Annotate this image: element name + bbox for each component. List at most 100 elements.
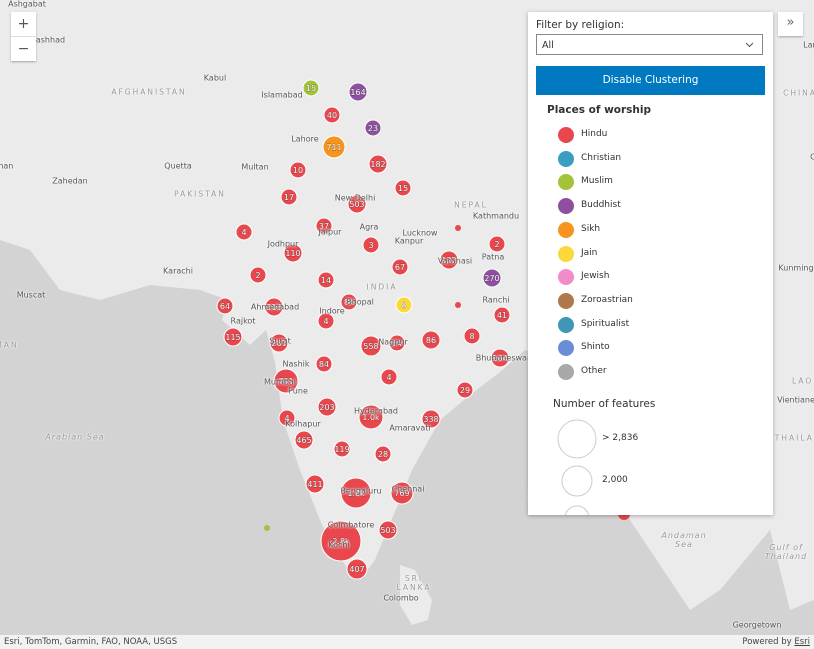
cluster-label: 84 bbox=[319, 360, 329, 369]
country-label: INDIA bbox=[366, 282, 398, 292]
cluster-label: 2 bbox=[255, 271, 260, 280]
cluster bbox=[305, 474, 325, 494]
cluster-label: 10 bbox=[293, 166, 303, 175]
legend-label: Spiritualist bbox=[581, 318, 630, 329]
cluster-label: 119 bbox=[334, 445, 349, 454]
cluster bbox=[320, 520, 362, 562]
city-label: Ranchi bbox=[482, 295, 510, 305]
cluster-label: 751 bbox=[278, 377, 293, 386]
esri-link[interactable]: Esri bbox=[794, 637, 810, 647]
city-label: Quetta bbox=[164, 161, 192, 171]
zoom-out[interactable]: − bbox=[11, 36, 36, 61]
cluster bbox=[340, 477, 372, 509]
myanmar-coast bbox=[773, 440, 814, 530]
sea bbox=[0, 240, 814, 649]
city-label: New Delhi bbox=[334, 193, 376, 203]
cluster bbox=[323, 106, 341, 124]
city-label: Vientiane bbox=[777, 395, 814, 405]
cluster bbox=[283, 243, 303, 263]
cluster-label: 338 bbox=[423, 415, 438, 424]
cluster-label: 14 bbox=[321, 276, 331, 285]
cluster-label: 261 bbox=[271, 339, 286, 348]
cluster bbox=[317, 397, 337, 417]
city-label: Kathmandu bbox=[472, 211, 520, 221]
city-label: Kunming bbox=[778, 263, 814, 273]
city-label: Jodhpur bbox=[267, 239, 299, 249]
legend-swatch bbox=[558, 174, 574, 191]
cluster bbox=[317, 271, 335, 289]
cluster bbox=[273, 368, 299, 394]
cluster bbox=[249, 266, 267, 284]
country-label: PAKISTAN bbox=[174, 189, 226, 199]
cluster bbox=[317, 312, 335, 330]
cluster-label: 769 bbox=[394, 489, 409, 498]
city-label: Ahmedabad bbox=[250, 302, 300, 312]
cluster bbox=[374, 445, 392, 463]
powered-by: Powered by Esri bbox=[742, 637, 810, 647]
cluster bbox=[482, 268, 502, 288]
filter-select[interactable]: All bbox=[536, 34, 763, 55]
country-label: NEPAL bbox=[454, 200, 488, 210]
legend-label: Shinto bbox=[581, 342, 610, 353]
cluster-label: 164 bbox=[350, 88, 365, 97]
cluster bbox=[216, 297, 234, 315]
cluster-label: 4 bbox=[241, 228, 246, 237]
cluster bbox=[456, 381, 474, 399]
attribution: Esri, TomTom, Garmin, FAO, NOAA, USGS bbox=[4, 637, 178, 647]
city-label: Jaipur bbox=[318, 227, 342, 237]
cluster-label: 1.8k bbox=[347, 489, 365, 498]
city-label: Bhubaneswar bbox=[475, 353, 531, 363]
powered-by-text: Powered by bbox=[742, 637, 792, 647]
cluster-label: 17 bbox=[284, 193, 294, 202]
legend-label: Other bbox=[581, 366, 607, 376]
cluster bbox=[388, 334, 406, 352]
cluster-label: 164 bbox=[492, 354, 507, 363]
city-label: Agra bbox=[359, 222, 379, 232]
city-label: Ashgabat bbox=[8, 0, 46, 9]
legend-label: Muslim bbox=[581, 176, 613, 187]
sea-label: Andaman Sea bbox=[661, 531, 707, 549]
cluster bbox=[333, 440, 351, 458]
point bbox=[264, 525, 270, 531]
collapse-button[interactable]: » bbox=[778, 12, 803, 36]
city-label: Kanpur bbox=[394, 236, 424, 246]
cluster-label: 67 bbox=[395, 263, 405, 272]
legend-swatch bbox=[558, 269, 574, 286]
city-label: Kochi bbox=[328, 540, 350, 550]
filter-value: All bbox=[542, 40, 554, 51]
cluster-label: 1.0k bbox=[362, 413, 380, 422]
cluster bbox=[289, 161, 307, 179]
cluster bbox=[463, 327, 481, 345]
cluster bbox=[380, 368, 398, 386]
city-label: Karachi bbox=[163, 266, 193, 276]
city-label: Kolhapur bbox=[285, 419, 321, 429]
city-label: Bhopal bbox=[346, 297, 374, 307]
legend-label: Christian bbox=[581, 152, 622, 163]
city-label: Surat bbox=[269, 336, 291, 346]
cluster-label: 503 bbox=[380, 526, 395, 535]
sea-label: Gulf of Thailand bbox=[764, 543, 808, 561]
legend-label: Hindu bbox=[581, 129, 608, 139]
cluster-label: 503 bbox=[349, 200, 364, 209]
cluster-label: 2 bbox=[494, 240, 499, 249]
cluster bbox=[358, 404, 384, 430]
country-label: LAOS bbox=[791, 376, 814, 386]
city-label: Islamabad bbox=[261, 90, 303, 100]
cluster bbox=[421, 330, 441, 350]
legend-label: Jewish bbox=[581, 271, 610, 282]
cluster bbox=[269, 333, 289, 353]
city-label: Mumbai bbox=[264, 377, 296, 387]
point bbox=[455, 302, 461, 308]
cluster-label: 23 bbox=[368, 124, 378, 133]
city-label: Chengdu bbox=[810, 152, 814, 162]
cluster-label: 41 bbox=[497, 311, 507, 320]
zoom-in[interactable]: + bbox=[17, 16, 30, 32]
cluster-label: 28 bbox=[378, 450, 388, 459]
disable-clustering-button[interactable]: Disable Clustering bbox=[536, 66, 765, 95]
cluster-label: 4 bbox=[386, 373, 391, 382]
cluster bbox=[347, 194, 367, 214]
sea-label: Arabian Sea bbox=[45, 432, 105, 442]
country-label: CHINA bbox=[783, 88, 814, 98]
city-label: Coimbatore bbox=[327, 520, 375, 530]
